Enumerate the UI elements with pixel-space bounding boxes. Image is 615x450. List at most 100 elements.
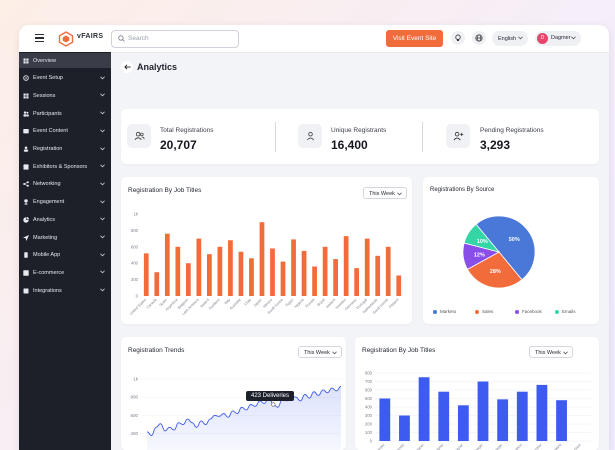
pie-slice <box>466 251 523 289</box>
menu-icon[interactable] <box>35 34 44 44</box>
globe-button[interactable] <box>472 31 486 45</box>
x-tick-label: Ireland <box>199 298 210 309</box>
x-tick-label: Egypt <box>285 298 294 307</box>
bar <box>556 400 567 441</box>
chevron-down-icon <box>100 164 105 168</box>
x-tick-label: Russia <box>305 298 316 309</box>
back-button[interactable] <box>121 61 133 73</box>
sidebar-item-marketing[interactable]: Marketing <box>19 230 111 245</box>
sidebar-item-registration[interactable]: Registration <box>19 142 111 157</box>
bar <box>238 251 244 296</box>
stat-label: Total Registrations <box>160 127 214 134</box>
bar <box>196 238 202 296</box>
x-tick-label: Finland <box>388 298 399 309</box>
chevron-down-icon <box>100 111 105 115</box>
bar <box>364 238 370 296</box>
bar <box>175 246 181 296</box>
user-add-icon <box>453 131 463 141</box>
chevron-down-icon <box>100 146 105 151</box>
chevron-down-icon <box>100 217 105 221</box>
sidebar-item-integrations[interactable]: Integrations <box>19 283 111 298</box>
x-tick-label: Solution Engineer <box>363 442 386 450</box>
bar <box>280 261 286 296</box>
dropdown-value: This Week <box>369 191 395 197</box>
chevron-down-icon <box>571 36 576 40</box>
sidebar-item-label: Marketing <box>33 234 58 241</box>
sidebar-item-engagement[interactable]: Engagement <box>19 195 111 210</box>
source-pie-chart: 50% 28% 12% 10% <box>462 215 536 289</box>
source-card: Registrations By Source 50% 28% 12% 10% Mar… <box>423 177 599 324</box>
trends-card: Registration Trends This Week 2004006008… <box>121 337 346 450</box>
logo-text: vFAIRS <box>77 33 104 40</box>
chevron-down-icon <box>100 235 105 239</box>
mobile-icon <box>23 252 29 258</box>
slice-label: 12% <box>474 252 485 258</box>
period-dropdown[interactable]: This Week <box>363 187 407 199</box>
bar <box>154 272 160 296</box>
card-title: Registration Trends <box>128 347 185 354</box>
y-tick-label: 400 <box>130 431 138 436</box>
registration-icon <box>23 146 29 152</box>
hover-point <box>271 402 276 407</box>
y-tick-label: 100 <box>365 430 373 435</box>
x-tick-label: United States <box>129 298 147 316</box>
language-select[interactable]: English <box>492 31 528 46</box>
top-bar: vFAIRS Visit Event Site English <box>19 25 609 53</box>
sidebar-item-label: Analytics <box>33 216 56 223</box>
sidebar-item-exhibitors-sponsors[interactable]: Exhibitors & Sponsors <box>19 159 111 174</box>
y-tick-label: 1k <box>133 377 139 382</box>
dropdown-value: This Week <box>304 350 330 356</box>
sidebar-item-networking[interactable]: Networking <box>19 177 111 192</box>
user-icon <box>306 131 314 141</box>
bar <box>457 405 469 441</box>
sidebar-item-label: Event Content <box>33 128 68 135</box>
bar <box>207 254 212 296</box>
bulb-button[interactable] <box>451 31 465 45</box>
slice-label: 50% <box>509 237 520 243</box>
search-box[interactable] <box>111 30 239 48</box>
sidebar-item-participants[interactable]: Participants <box>19 106 111 121</box>
x-tick-label: Mexico <box>262 298 273 309</box>
chevron-down-icon <box>100 270 105 274</box>
job-titles-blue-bar-chart: 0 100 200 300 400 500 600 700 800 Solution Engine… <box>363 371 591 450</box>
vfairs-logo-icon <box>58 31 74 47</box>
stats-card: Total Registrations 20,707 Unique Regist… <box>121 109 599 164</box>
search-input[interactable] <box>128 33 232 44</box>
plug-icon <box>23 288 29 294</box>
y-tick-label: 400 <box>365 405 373 410</box>
divider <box>422 122 423 152</box>
y-tick-label: 600 <box>130 413 138 418</box>
bar <box>375 255 381 296</box>
card-title: Registrations By Source <box>430 187 495 193</box>
sidebar-item-event-setup[interactable]: Event Setup <box>19 71 111 86</box>
x-tick-label: Spain <box>159 298 168 307</box>
x-tick-label: Italy <box>224 298 232 306</box>
legend-label: Sales <box>482 309 494 314</box>
x-tick-label: Brazil <box>317 298 326 307</box>
y-tick-label: 600 <box>365 388 373 393</box>
visit-event-site-button[interactable]: Visit Event Site <box>386 30 443 47</box>
bar <box>516 391 528 441</box>
sidebar-item-label: Exhibitors & Sponsors <box>33 163 88 170</box>
store-icon <box>23 164 29 170</box>
x-tick-label: Dev Designer <box>426 442 445 450</box>
sidebar-item-mobile-app[interactable]: Mobile App <box>19 248 111 263</box>
bar <box>312 266 317 296</box>
sidebar-item-sessions[interactable]: Sessions <box>19 88 111 103</box>
trend-line <box>146 385 342 436</box>
sidebar-item-event-content[interactable]: Event Content <box>19 124 111 139</box>
user-menu[interactable]: D Dagmer <box>535 31 581 46</box>
y-tick-label: 200 <box>131 277 139 282</box>
sidebar-item-label: Integrations <box>33 287 62 294</box>
legend-swatch <box>515 309 519 314</box>
chevron-down-icon <box>332 351 337 355</box>
bar <box>333 259 338 296</box>
sidebar-item-e-commerce[interactable]: E-commerce <box>19 265 111 280</box>
sidebar-item-analytics[interactable]: Analytics <box>19 212 111 227</box>
y-tick-label: 500 <box>365 396 373 401</box>
period-dropdown[interactable]: This Week <box>298 346 342 358</box>
sidebar-item-overview[interactable]: Overview <box>19 53 111 68</box>
period-dropdown[interactable]: This Week <box>529 346 573 358</box>
bar <box>270 248 275 296</box>
stat-label: Pending Registrations <box>480 127 544 134</box>
